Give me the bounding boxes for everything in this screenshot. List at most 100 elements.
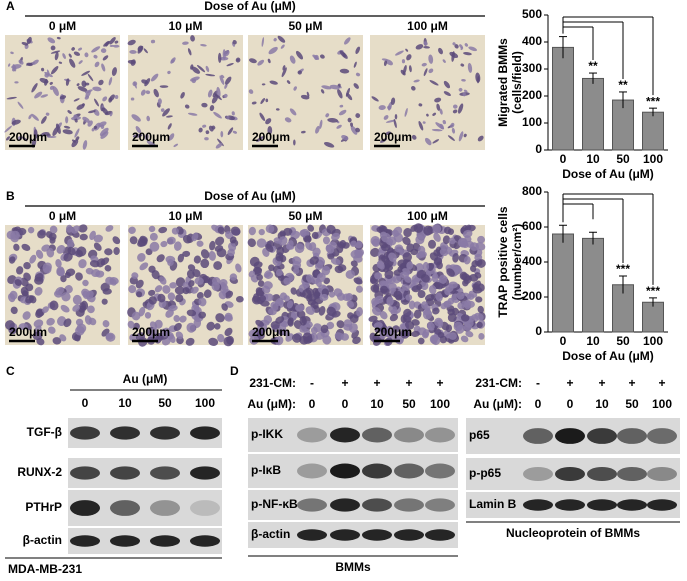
cell [314,54,319,61]
cell [346,300,355,308]
cell [326,306,336,317]
cell [257,59,265,66]
cell [206,321,215,331]
cell [33,129,38,140]
cell [355,46,361,54]
cell [224,290,234,299]
x-tick-label: 50 [616,334,630,348]
cell [184,104,190,109]
cell [159,85,169,88]
bar [552,233,574,333]
cell [63,252,73,262]
cell [428,54,434,64]
cell [40,94,49,98]
cell [232,39,237,45]
cell [18,59,24,65]
cell [109,37,116,45]
cell [162,108,170,117]
cell [424,294,435,302]
cell [148,225,156,233]
cell [337,88,343,99]
cell [69,58,76,68]
cell [138,306,146,317]
cell [281,328,291,337]
cell [136,291,143,298]
cell [432,139,440,144]
cell [319,119,323,129]
cell [415,263,424,273]
cell [214,93,222,101]
cell [338,109,347,116]
cell [304,320,313,328]
cell [341,134,349,141]
blot-band [362,463,392,479]
cell [422,121,426,124]
cell [55,259,62,268]
cell [463,323,472,332]
cell [253,261,263,269]
cell [75,272,83,281]
cell [339,50,348,59]
cell [73,98,80,102]
blot-band [330,529,360,541]
cell [171,227,179,235]
cell [265,224,275,234]
row-label: TGF-β [27,425,62,439]
cell [11,119,21,125]
cell [202,124,207,128]
cell [47,326,56,334]
cell [93,234,103,243]
blot-band [617,428,647,444]
cell [93,54,98,59]
cell [179,315,187,323]
cell [249,58,257,64]
cell [442,119,447,125]
cell [436,103,441,111]
cell [186,322,196,333]
cell [260,300,270,307]
cell [63,125,71,129]
cell [54,52,59,61]
cell [153,88,159,98]
cell [433,232,441,242]
cell [427,262,435,271]
au-dose: 0 [309,397,316,411]
cell [306,91,310,97]
cell [261,83,266,86]
cell [223,50,230,57]
blot-band [190,466,220,480]
cell [294,243,305,254]
cell [205,65,210,73]
cell [175,294,184,303]
cell [445,324,453,333]
cell [429,80,439,86]
cell [289,55,296,64]
cell [350,125,358,135]
cell [370,247,380,257]
cell [207,89,213,98]
cell [100,48,107,54]
cell [340,333,350,341]
cell [49,300,59,311]
cell [71,225,80,234]
cell [345,270,355,279]
cell [370,284,380,293]
blot-band [523,466,553,482]
cell [215,236,225,246]
dose-label: 10 [118,396,132,410]
cell [402,236,411,246]
cell [458,87,463,92]
au-dose: 10 [595,397,609,411]
cell [422,309,433,320]
cell [149,232,158,241]
cell [451,51,455,62]
row-label: p-IKK [251,427,283,441]
x-axis-label: Dose of Au (μM) [562,167,654,181]
cell [462,229,473,238]
cell [447,313,457,323]
blot-band [587,428,617,444]
cell [343,323,353,331]
cell [174,286,185,295]
cell [248,89,254,94]
cell [460,63,465,67]
